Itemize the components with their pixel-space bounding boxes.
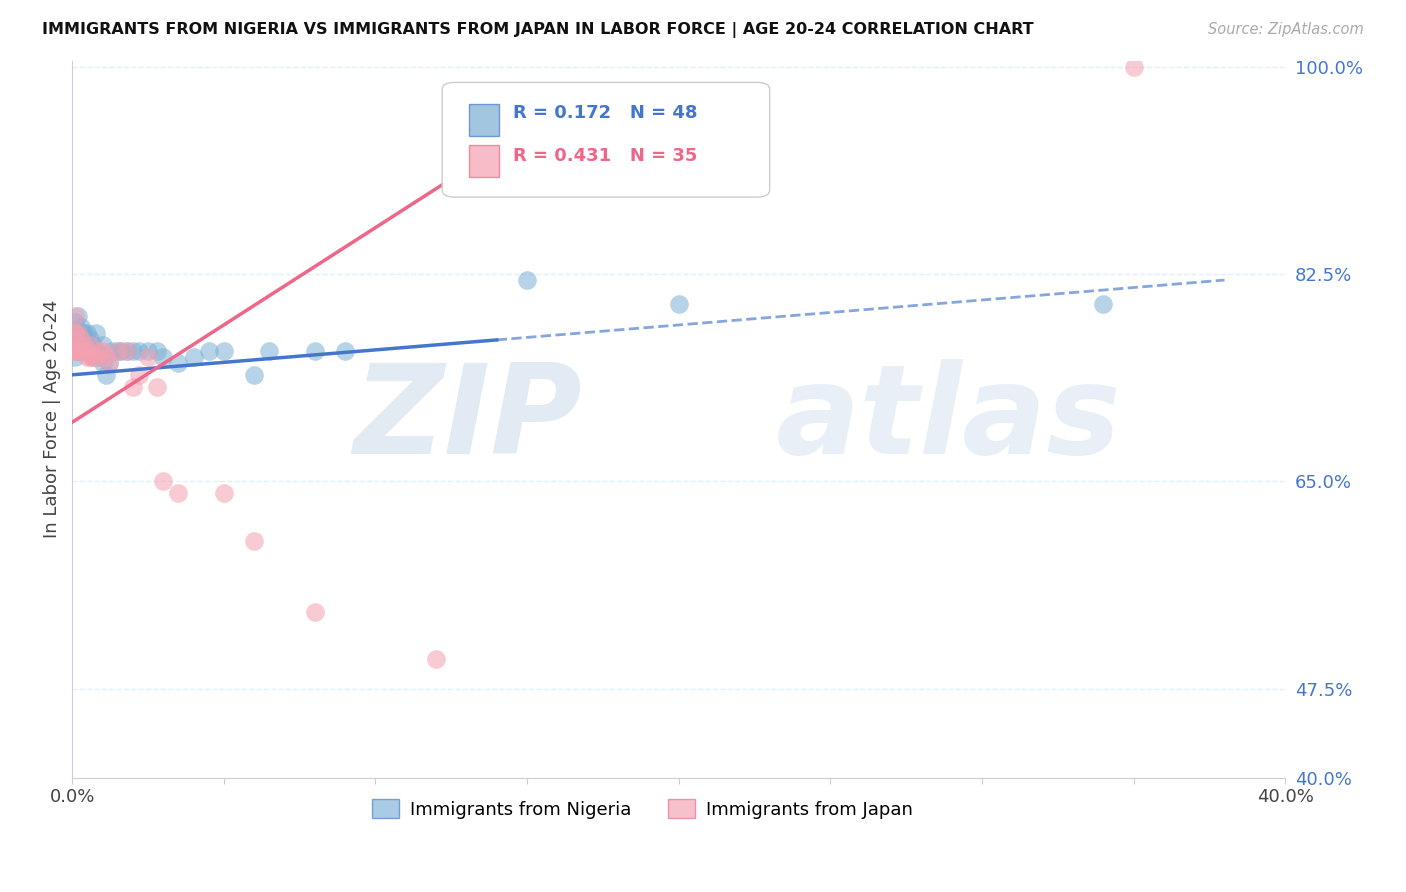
Point [76,350,98,364]
Point [65,309,87,323]
Point [107,344,129,359]
Point [79,350,101,364]
Text: Source: ZipAtlas.com: Source: ZipAtlas.com [1208,22,1364,37]
Point [65,344,87,359]
Point [136,350,159,364]
Point [65,326,87,341]
Point [304,605,326,619]
Point [70,332,93,346]
Point [516,273,538,287]
Point [100,344,122,359]
Point [91,356,114,370]
Point [67,309,90,323]
Point [333,344,356,359]
Point [65,350,87,364]
Point [94,350,117,364]
Point [425,652,447,666]
Legend: Immigrants from Nigeria, Immigrants from Japan: Immigrants from Nigeria, Immigrants from… [366,792,920,826]
Point [76,344,98,359]
Point [152,475,174,489]
Point [76,338,98,352]
Point [70,344,93,359]
FancyBboxPatch shape [441,82,769,197]
Point [89,344,111,359]
Point [212,344,235,359]
Point [89,350,111,364]
Bar [468,145,499,177]
Point [146,379,169,393]
Text: IMMIGRANTS FROM NIGERIA VS IMMIGRANTS FROM JAPAN IN LABOR FORCE | AGE 20-24 CORR: IMMIGRANTS FROM NIGERIA VS IMMIGRANTS FR… [42,22,1033,38]
Point [128,368,150,382]
Text: ZIP: ZIP [353,359,582,480]
Point [243,533,266,548]
Point [79,344,101,359]
Text: atlas: atlas [776,359,1122,480]
Point [76,326,98,341]
Point [122,344,145,359]
Point [70,344,93,359]
Point [212,486,235,500]
Point [73,338,96,352]
Point [67,326,90,341]
Point [65,344,87,359]
Point [73,326,96,341]
Point [259,344,281,359]
Point [91,338,114,352]
Point [86,326,108,341]
Point [79,332,101,346]
Bar [468,104,499,136]
Point [167,356,190,370]
Point [243,368,266,382]
Point [91,344,114,359]
Y-axis label: In Labor Force | Age 20-24: In Labor Force | Age 20-24 [44,300,60,539]
Text: R = 0.172   N = 48: R = 0.172 N = 48 [513,104,697,122]
Point [197,344,219,359]
Point [86,344,108,359]
Point [65,314,87,328]
Point [65,326,87,341]
Point [107,344,129,359]
Point [115,344,138,359]
Point [67,326,90,341]
Point [183,350,205,364]
Point [122,379,145,393]
Text: R = 0.431   N = 35: R = 0.431 N = 35 [513,146,697,164]
Point [152,350,174,364]
Point [128,344,150,359]
Point [73,344,96,359]
Point [82,338,104,352]
Point [67,344,90,359]
Point [668,297,690,311]
Point [73,338,96,352]
Point [70,326,93,341]
Point [82,350,104,364]
Point [1122,60,1144,74]
Point [110,344,132,359]
Point [97,356,120,370]
Point [65,332,87,346]
Point [167,486,190,500]
Point [86,350,108,364]
Point [94,368,117,382]
Point [1092,297,1115,311]
Point [115,344,138,359]
Point [136,344,159,359]
Point [146,344,169,359]
Point [97,356,120,370]
Point [76,344,98,359]
Point [73,332,96,346]
Point [79,338,101,352]
Point [82,350,104,364]
Point [304,344,326,359]
Point [67,326,90,341]
Point [70,332,93,346]
Point [67,344,90,359]
Point [70,320,93,334]
Point [67,344,90,359]
